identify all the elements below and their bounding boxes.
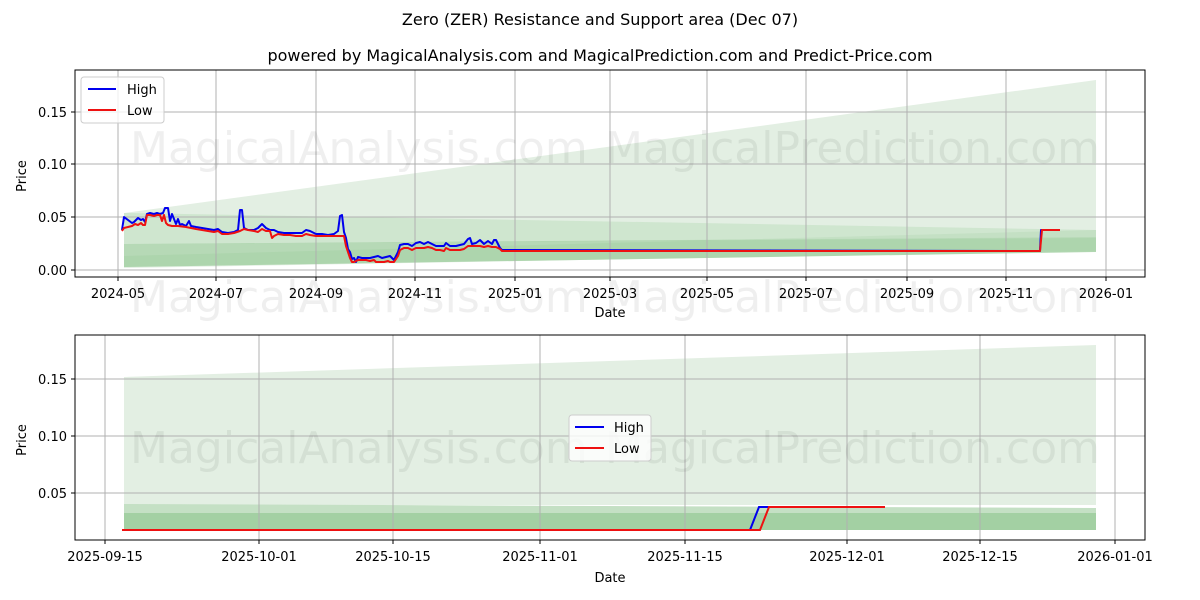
low-line: [121, 214, 1060, 263]
watermark-magicalanalysis: MagicalAnalysis.com: [130, 123, 588, 174]
x-tick: 2024-07: [189, 287, 243, 302]
chart-subtitle: powered by MagicalAnalysis.com and Magic…: [267, 46, 933, 65]
x-tick: 2025-09: [880, 287, 934, 302]
x-tick: 2024-11: [388, 287, 442, 302]
grid: [75, 70, 1145, 277]
x-tick: 2024-05: [91, 287, 145, 302]
x-tick: 2025-11-01: [502, 550, 578, 565]
x-tick: 2026-01-01: [1077, 550, 1153, 565]
y-tick: 0.10: [38, 430, 67, 445]
top-y-axis: 0.00 0.05 0.10 0.15 Price: [15, 106, 75, 279]
bottom-chart: MagicalAnalysis.com MagicalPrediction.co…: [15, 334, 1153, 586]
y-tick: 0.15: [38, 373, 67, 388]
support-band: [124, 513, 1096, 530]
top-x-axis: 2024-05 2024-07 2024-09 2024-11 2025-01 …: [91, 277, 1133, 321]
chart-title: Zero (ZER) Resistance and Support area (…: [401, 10, 799, 29]
x-axis-label: Date: [594, 571, 625, 586]
bottom-y-axis: 0.05 0.10 0.15 Price: [15, 373, 75, 502]
legend-low: Low: [614, 442, 640, 457]
x-tick: 2025-11-15: [647, 550, 723, 565]
legend-high: High: [614, 421, 644, 436]
watermark-magicalprediction: MagicalPrediction.com: [605, 423, 1100, 474]
x-tick: 2025-10-15: [355, 550, 431, 565]
resistance-band: [124, 504, 1096, 513]
x-tick: 2025-09-15: [67, 550, 143, 565]
y-tick: 0.00: [38, 264, 67, 279]
x-tick: 2025-05: [680, 287, 734, 302]
x-tick: 2025-01: [488, 287, 542, 302]
x-tick: 2025-03: [583, 287, 637, 302]
x-tick: 2026-01: [1079, 287, 1133, 302]
top-legend: High Low: [80, 76, 165, 124]
y-axis-label: Price: [15, 160, 30, 192]
legend-high: High: [127, 83, 157, 98]
bottom-legend: High Low: [568, 414, 652, 462]
y-tick: 0.05: [38, 487, 67, 502]
top-chart: MagicalAnalysis.com MagicalPrediction.co…: [15, 69, 1146, 323]
y-axis-label: Price: [15, 424, 30, 456]
watermark-magicalanalysis-2: MagicalAnalysis.com: [130, 272, 588, 323]
watermark-magicalanalysis: MagicalAnalysis.com: [130, 423, 588, 474]
watermark-magicalprediction: MagicalPrediction.com: [605, 123, 1100, 174]
x-tick: 2025-07: [779, 287, 833, 302]
watermark-magicalprediction-2: MagicalPrediction.com: [605, 272, 1100, 323]
bottom-x-axis: 2025-09-15 2025-10-01 2025-10-15 2025-11…: [67, 540, 1153, 586]
x-tick: 2024-09: [289, 287, 343, 302]
y-tick: 0.10: [38, 158, 67, 173]
x-axis-label: Date: [594, 306, 625, 321]
x-tick: 2025-12-01: [809, 550, 885, 565]
x-tick: 2025-12-15: [942, 550, 1018, 565]
low-line: [122, 506, 885, 531]
x-tick: 2025-10-01: [221, 550, 297, 565]
bottom-axes-frame: [74, 334, 1146, 541]
high-line: [121, 207, 1060, 263]
legend-low: Low: [127, 104, 153, 119]
x-tick: 2025-11: [979, 287, 1033, 302]
y-tick: 0.05: [38, 211, 67, 226]
y-tick: 0.15: [38, 106, 67, 121]
